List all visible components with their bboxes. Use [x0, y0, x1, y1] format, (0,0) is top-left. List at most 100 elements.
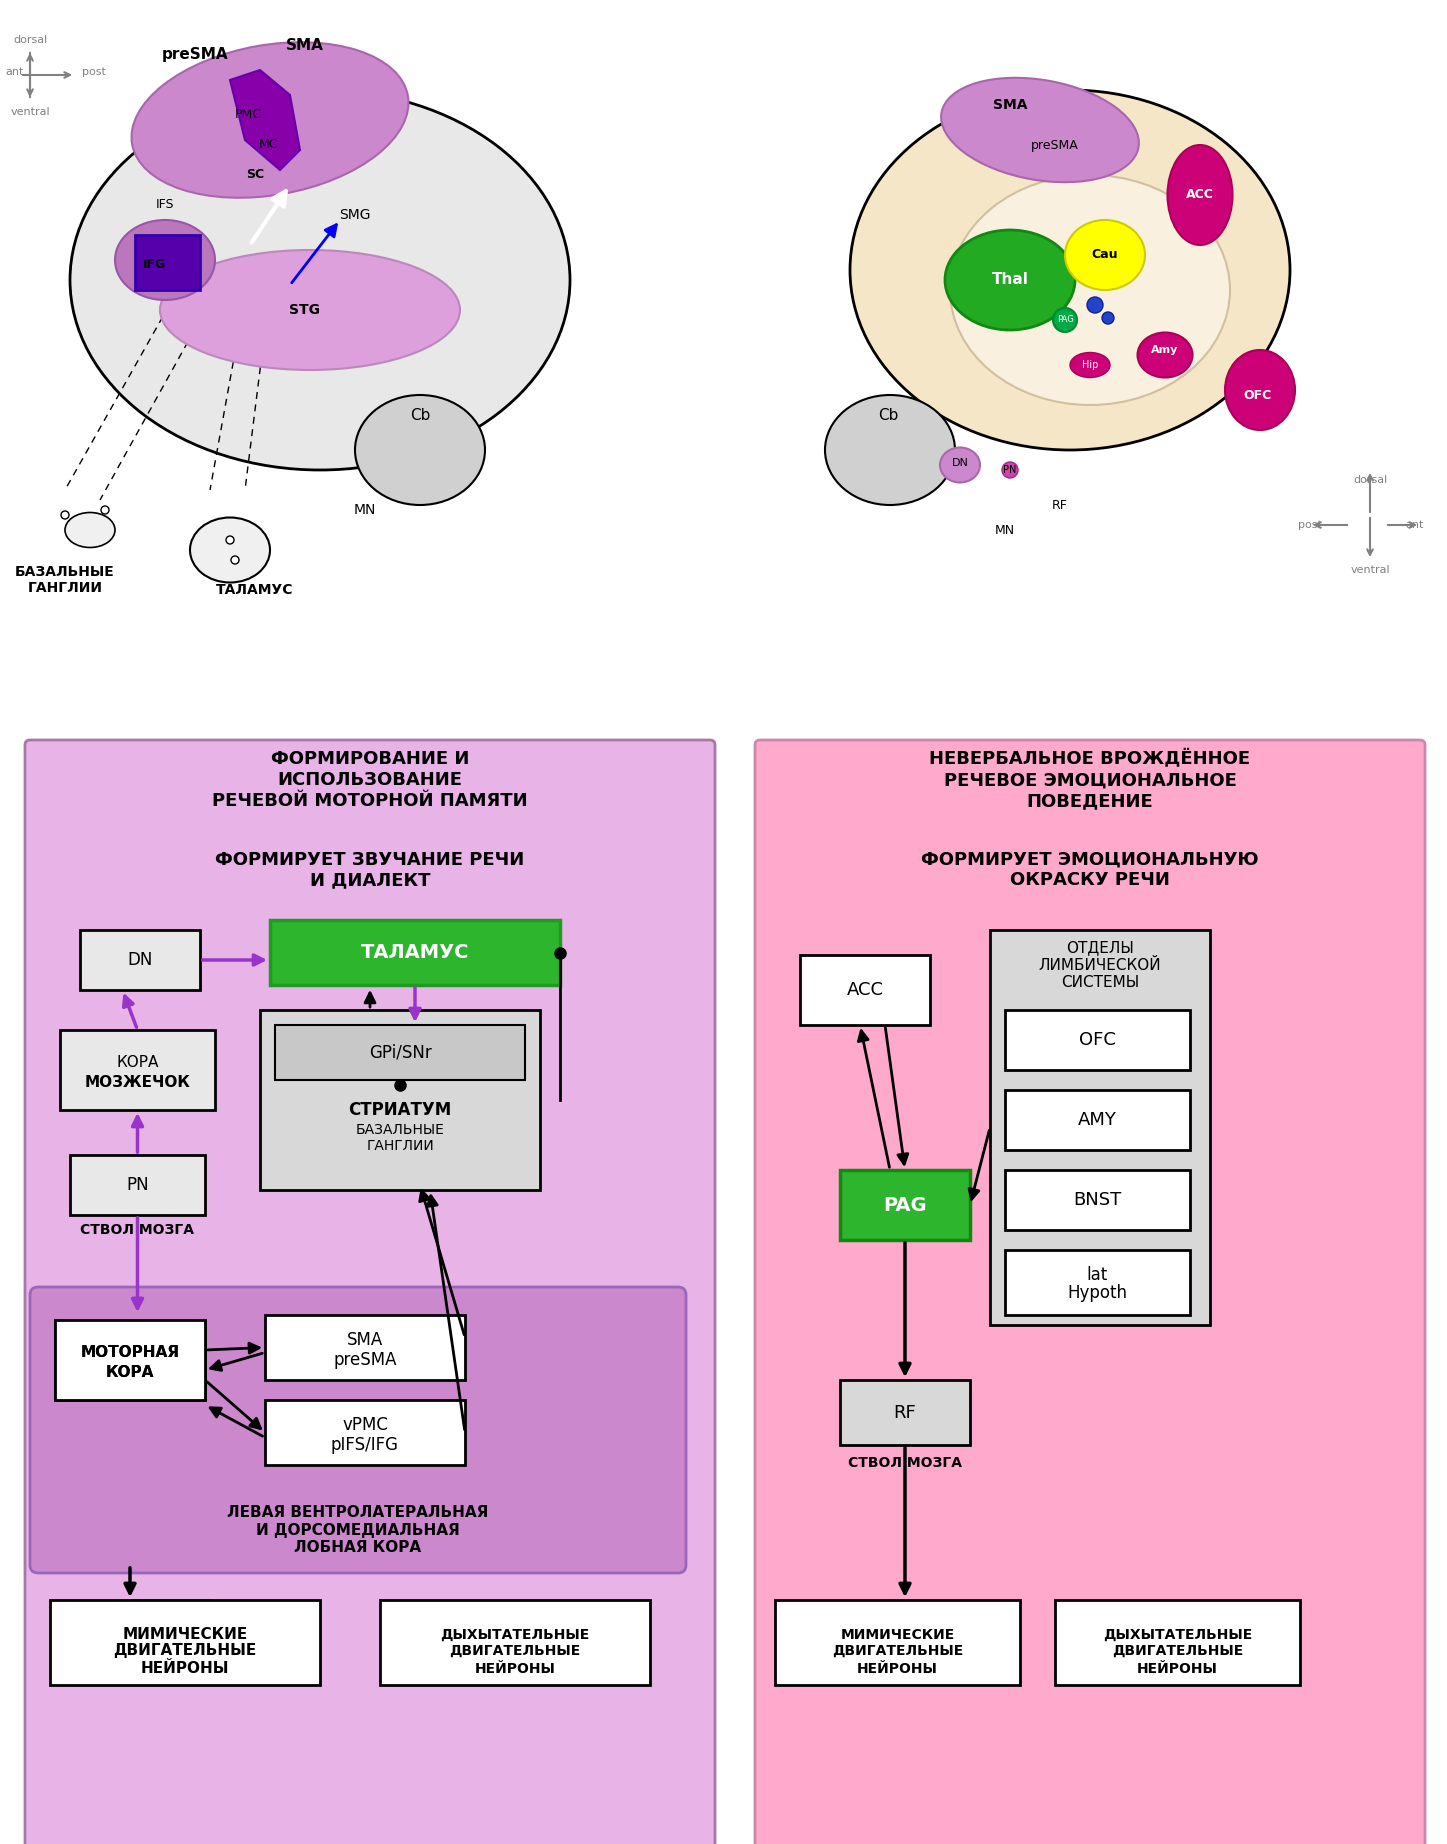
Text: НЕЙРОНЫ: НЕЙРОНЫ: [857, 1661, 938, 1676]
Text: ДЫХЫТАТЕЛЬНЫЕ: ДЫХЫТАТЕЛЬНЫЕ: [1103, 1628, 1252, 1641]
Text: КОРА: КОРА: [116, 1055, 159, 1070]
Text: lat: lat: [1087, 1265, 1108, 1283]
Text: SMG: SMG: [339, 208, 370, 221]
Text: PAG: PAG: [1056, 315, 1074, 325]
Text: dorsal: dorsal: [13, 35, 48, 44]
Text: IFS: IFS: [156, 199, 174, 212]
Ellipse shape: [1168, 146, 1233, 245]
Ellipse shape: [69, 90, 570, 470]
Text: SMA: SMA: [347, 1331, 383, 1348]
Ellipse shape: [825, 395, 955, 505]
Text: BNST: BNST: [1074, 1191, 1121, 1210]
Ellipse shape: [1226, 350, 1295, 430]
Text: GPi/SNr: GPi/SNr: [369, 1044, 431, 1062]
Text: КОРА: КОРА: [106, 1365, 155, 1379]
Text: MN: MN: [996, 524, 1014, 537]
Bar: [265, 1315, 464, 1379]
Text: Thal: Thal: [991, 273, 1029, 288]
Bar: [841, 1169, 969, 1239]
Text: БАЗАЛЬНЫЕ
ГАНГЛИИ: БАЗАЛЬНЫЕ ГАНГЛИИ: [356, 1123, 444, 1152]
Bar: [59, 1031, 216, 1110]
Text: МИМИЧЕСКИЕ: МИМИЧЕСКИЕ: [841, 1628, 955, 1641]
Text: ДВИГАТЕЛЬНЫЕ: ДВИГАТЕЛЬНЫЕ: [832, 1643, 964, 1658]
Bar: [80, 929, 200, 990]
Text: ТАЛАМУС: ТАЛАМУС: [360, 942, 469, 963]
Ellipse shape: [849, 90, 1289, 450]
Text: MN: MN: [355, 503, 376, 516]
Bar: [381, 1601, 650, 1685]
Bar: [776, 1601, 1020, 1685]
Text: OFC: OFC: [1079, 1031, 1116, 1049]
Text: DN: DN: [952, 457, 968, 468]
Text: Cb: Cb: [410, 408, 430, 422]
Text: Amy: Amy: [1152, 345, 1179, 356]
Bar: [55, 1320, 205, 1400]
Text: ОТДЕЛЫ
ЛИМБИЧЕСКОЙ
СИСТЕМЫ: ОТДЕЛЫ ЛИМБИЧЕСКОЙ СИСТЕМЫ: [1039, 940, 1162, 990]
Bar: [271, 920, 560, 985]
Text: preSMA: preSMA: [162, 48, 229, 63]
Ellipse shape: [1065, 219, 1145, 290]
Text: НЕВЕРБАЛЬНОЕ ВРОЖДЁННОЕ
РЕЧЕВОЕ ЭМОЦИОНАЛЬНОЕ
ПОВЕДЕНИЕ: НЕВЕРБАЛЬНОЕ ВРОЖДЁННОЕ РЕЧЕВОЕ ЭМОЦИОНА…: [929, 751, 1250, 810]
Circle shape: [232, 557, 239, 564]
Text: НЕЙРОНЫ: НЕЙРОНЫ: [1137, 1661, 1218, 1676]
Ellipse shape: [941, 448, 980, 483]
Bar: [260, 1011, 540, 1189]
Text: preSMA: preSMA: [333, 1350, 396, 1368]
Ellipse shape: [132, 42, 408, 197]
Text: RF: RF: [894, 1403, 916, 1422]
Text: ant: ant: [4, 66, 23, 77]
Text: МОТОРНАЯ: МОТОРНАЯ: [81, 1344, 179, 1359]
Ellipse shape: [1069, 352, 1110, 378]
Text: dorsal: dorsal: [1353, 476, 1388, 485]
FancyBboxPatch shape: [755, 739, 1425, 1844]
Circle shape: [61, 511, 69, 518]
Ellipse shape: [1137, 332, 1192, 378]
Text: МОЗЖЕЧОК: МОЗЖЕЧОК: [84, 1075, 191, 1090]
FancyBboxPatch shape: [30, 1287, 686, 1573]
Text: НЕЙРОНЫ: НЕЙРОНЫ: [475, 1661, 556, 1676]
Bar: [1006, 1250, 1189, 1315]
Text: PAG: PAG: [883, 1195, 928, 1215]
Text: post: post: [82, 66, 106, 77]
Text: Hypoth: Hypoth: [1068, 1283, 1127, 1302]
Ellipse shape: [161, 251, 460, 371]
Circle shape: [101, 505, 109, 514]
Bar: [135, 234, 200, 290]
Text: СТВОЛ МОЗГА: СТВОЛ МОЗГА: [81, 1223, 194, 1237]
Text: preSMA: preSMA: [1032, 138, 1079, 151]
Bar: [841, 1379, 969, 1446]
Ellipse shape: [941, 77, 1139, 183]
Circle shape: [1087, 297, 1103, 313]
Text: IFG: IFG: [143, 258, 166, 271]
Bar: [69, 1154, 205, 1215]
Text: ДВИГАТЕЛЬНЫЕ: ДВИГАТЕЛЬНЫЕ: [1111, 1643, 1243, 1658]
Ellipse shape: [114, 219, 216, 301]
Text: Cau: Cau: [1091, 249, 1119, 262]
Circle shape: [1053, 308, 1077, 332]
Ellipse shape: [355, 395, 485, 505]
Text: ФОРМИРОВАНИЕ И
ИСПОЛЬЗОВАНИЕ
РЕЧЕВОЙ МОТОРНОЙ ПАМЯТИ: ФОРМИРОВАНИЕ И ИСПОЛЬЗОВАНИЕ РЕЧЕВОЙ МОТ…: [213, 751, 528, 810]
Text: ДВИГАТЕЛЬНЫЕ: ДВИГАТЕЛЬНЫЕ: [113, 1643, 256, 1658]
Text: RF: RF: [1052, 498, 1068, 511]
Text: SMA: SMA: [287, 37, 324, 52]
Text: Hip: Hip: [1082, 360, 1098, 371]
Bar: [990, 929, 1210, 1326]
Text: PMC: PMC: [234, 109, 262, 122]
Text: ant: ant: [1406, 520, 1424, 529]
Text: ACC: ACC: [846, 981, 884, 999]
Text: БАЗАЛЬНЫЕ
ГАНГЛИИ: БАЗАЛЬНЫЕ ГАНГЛИИ: [14, 564, 114, 596]
Text: НЕЙРОНЫ: НЕЙРОНЫ: [140, 1661, 229, 1676]
Text: DN: DN: [127, 952, 153, 968]
Bar: [1006, 1169, 1189, 1230]
Bar: [1006, 1011, 1189, 1070]
Text: ТАЛАМУС: ТАЛАМУС: [216, 583, 294, 597]
Text: vPMC: vPMC: [341, 1416, 388, 1433]
Text: ФОРМИРУЕТ ЭМОЦИОНАЛЬНУЮ
ОКРАСКУ РЕЧИ: ФОРМИРУЕТ ЭМОЦИОНАЛЬНУЮ ОКРАСКУ РЕЧИ: [922, 850, 1259, 889]
Text: ФОРМИРУЕТ ЗВУЧАНИЕ РЕЧИ
И ДИАЛЕКТ: ФОРМИРУЕТ ЗВУЧАНИЕ РЕЧИ И ДИАЛЕКТ: [216, 850, 525, 889]
Text: ventral: ventral: [10, 107, 49, 116]
Ellipse shape: [190, 518, 271, 583]
Ellipse shape: [951, 175, 1230, 406]
Circle shape: [226, 537, 234, 544]
FancyBboxPatch shape: [25, 739, 715, 1844]
Bar: [51, 1601, 320, 1685]
